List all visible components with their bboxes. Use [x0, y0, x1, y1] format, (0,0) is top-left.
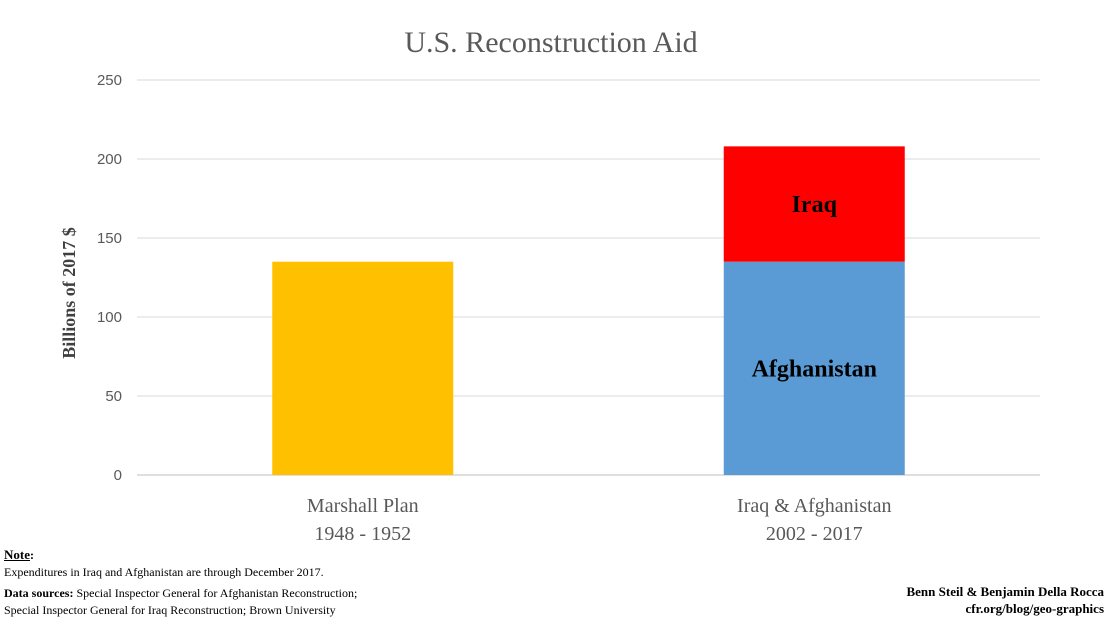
chart-title: U.S. Reconstruction Aid [404, 26, 697, 59]
y-tick-label: 200 [97, 151, 122, 168]
bar-segment-label: Afghanistan [752, 356, 877, 382]
y-tick-label: 100 [97, 309, 122, 326]
footer-credit: Benn Steil & Benjamin Della Rocca cfr.or… [906, 583, 1104, 617]
x-category-years: 2002 - 2017 [766, 523, 863, 545]
x-category-label: Iraq & Afghanistan [737, 495, 891, 517]
x-category-label: Marshall Plan [307, 495, 419, 517]
x-category-years: 1948 - 1952 [314, 523, 411, 545]
bar-segment [272, 261, 454, 475]
sources-line-1: Special Inspector General for Afghanista… [73, 586, 358, 600]
x-axis-categories: Marshall Plan 1948 - 1952 Iraq & Afghanist… [307, 495, 892, 545]
y-axis-ticks: 0 50 100 150 200 250 [97, 72, 122, 484]
footer-notes: Note: Expenditures in Iraq and Afghanist… [4, 547, 358, 617]
credit-url: cfr.org/blog/geo-graphics [965, 601, 1104, 616]
bars: Afghanistan Iraq [272, 146, 905, 475]
y-tick-label: 250 [97, 72, 122, 89]
sources-line-2: Special Inspector General for Iraq Recon… [4, 603, 336, 617]
y-tick-label: 0 [114, 467, 122, 484]
y-tick-label: 150 [97, 230, 122, 247]
bar-segment [723, 146, 905, 262]
credit-authors: Benn Steil & Benjamin Della Rocca [906, 584, 1104, 599]
bar-segment [723, 261, 905, 475]
y-axis-label: Billions of 2017 $ [59, 227, 79, 359]
y-tick-label: 50 [105, 388, 122, 405]
note-text: Expenditures in Iraq and Afghanistan are… [4, 565, 324, 579]
bar-segment-label: Iraq [792, 192, 838, 218]
sources-label: Data sources: [4, 586, 74, 600]
note-title: Note [4, 547, 30, 562]
